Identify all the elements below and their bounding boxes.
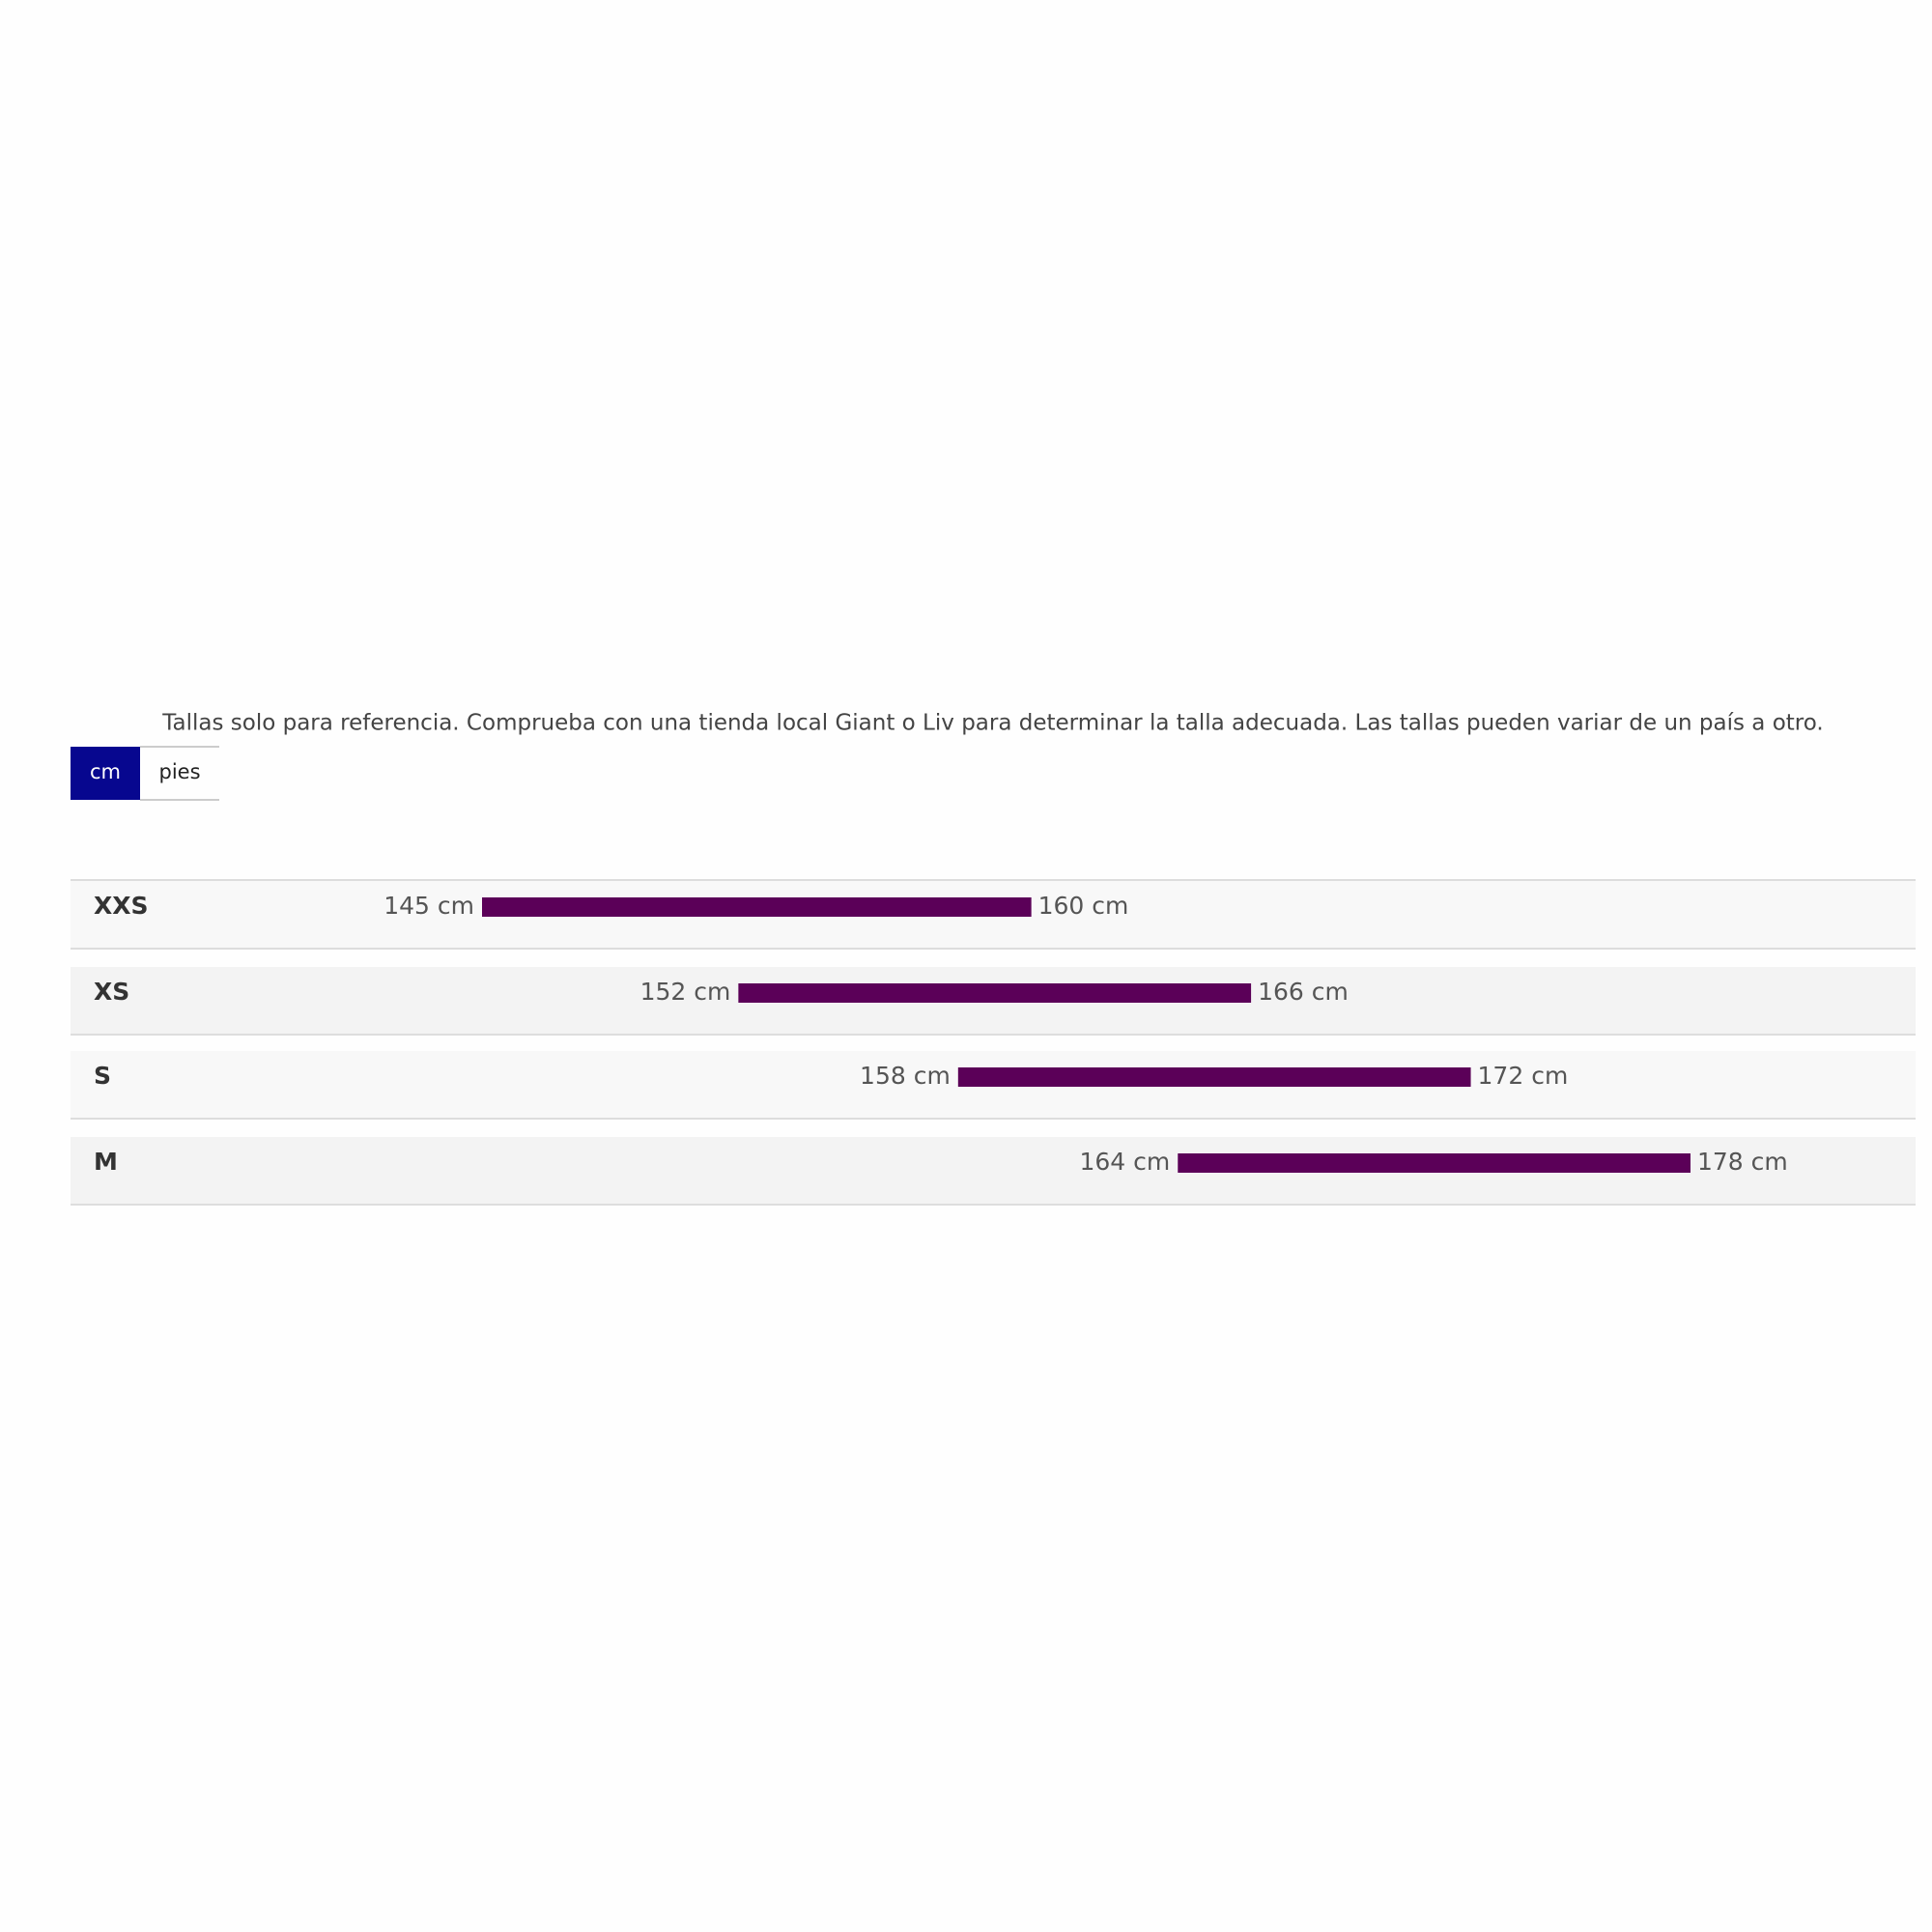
- size-label: XXS: [94, 892, 149, 920]
- min-label: 152 cm: [640, 978, 731, 1006]
- range-bar: [482, 897, 1032, 917]
- size-label: S: [94, 1062, 111, 1090]
- min-label: 145 cm: [384, 892, 474, 920]
- min-label: 164 cm: [1080, 1148, 1171, 1176]
- size-label: XS: [94, 978, 129, 1006]
- min-label: 158 cm: [860, 1062, 951, 1090]
- range-bar: [957, 1067, 1471, 1087]
- unit-toggle: cm pies: [71, 746, 219, 801]
- cm-button[interactable]: [71, 747, 140, 800]
- max-label: 172 cm: [1478, 1062, 1569, 1090]
- max-label: 160 cm: [1038, 892, 1129, 920]
- max-label: 166 cm: [1258, 978, 1349, 1006]
- size-label: M: [94, 1148, 118, 1176]
- range-bar: [1178, 1153, 1690, 1173]
- max-label: 178 cm: [1697, 1148, 1788, 1176]
- note: Tallas solo para referencia. Comprueba c…: [161, 711, 1823, 736]
- range-bar: [738, 983, 1252, 1003]
- cm-label[interactable]: cm: [90, 760, 121, 783]
- pies-label[interactable]: pies: [158, 760, 200, 783]
